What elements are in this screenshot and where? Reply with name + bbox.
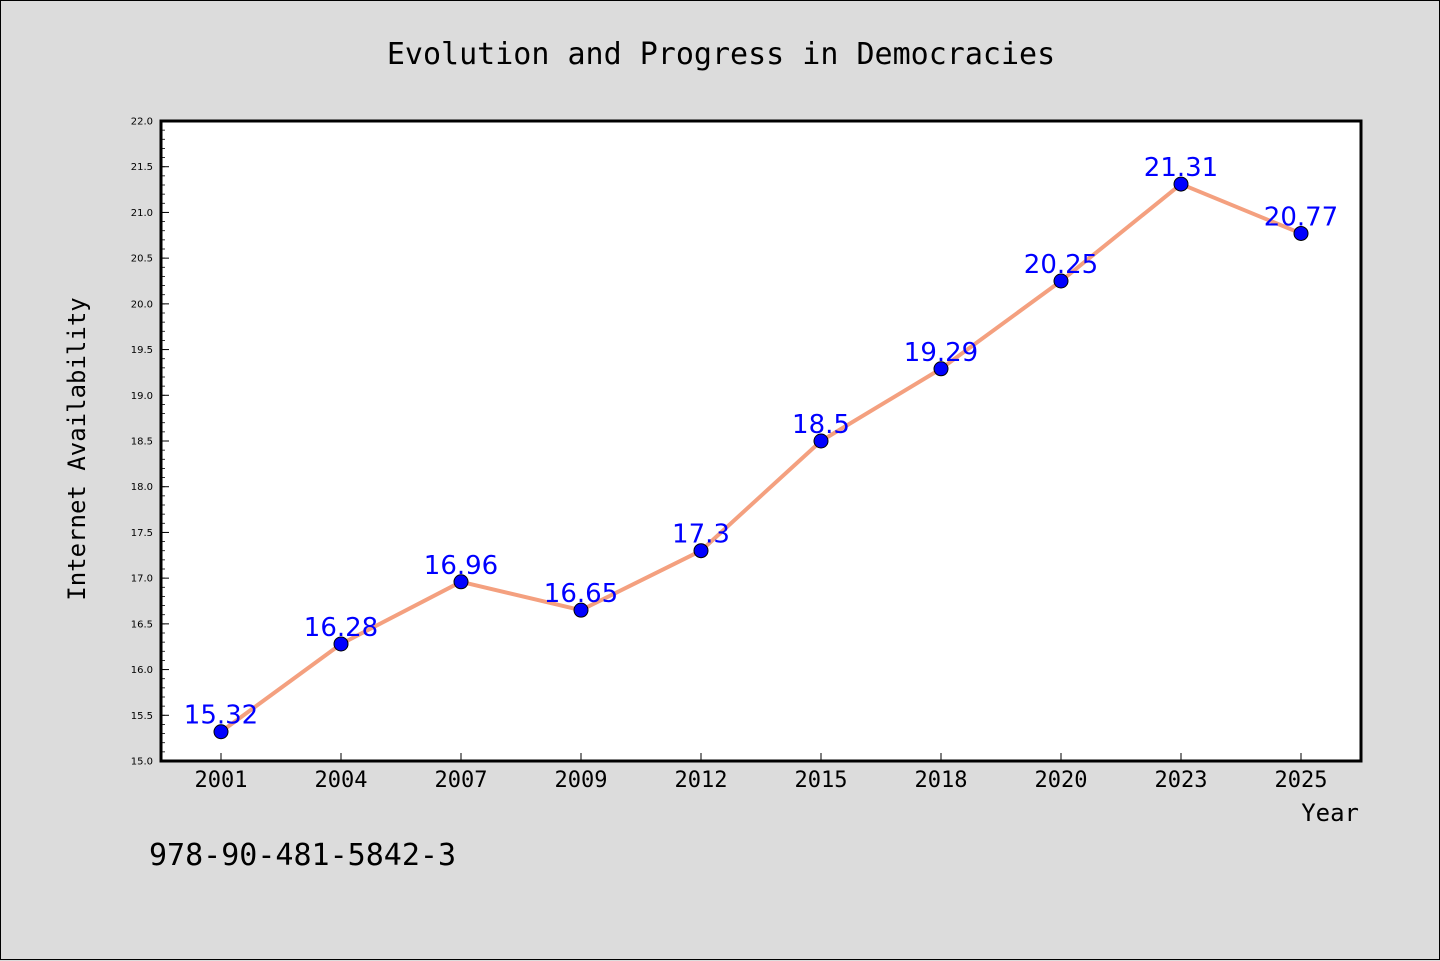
data-point [453,574,469,590]
chart-title: Evolution and Progress in Democracies [387,37,1055,72]
y-tick-label: 15.5 [131,711,153,722]
x-tick-label: 2020 [1035,768,1088,793]
y-tick-label: 16.0 [131,665,153,676]
x-tick-label: 2012 [675,768,728,793]
y-axis-label: Internet Availability [63,297,91,600]
x-tick-label: 2007 [435,768,488,793]
y-tick-label: 16.5 [131,619,153,630]
data-label: 15.32 [184,701,258,731]
data-label: 16.96 [424,551,498,581]
data-label: 20.25 [1024,250,1098,280]
y-tick-label: 17.5 [131,528,153,539]
y-tick-label: 21.0 [131,208,153,219]
y-tick-label: 15.0 [131,757,153,768]
y-tick-label: 18.0 [131,482,153,493]
y-tick-label: 18.5 [131,437,153,448]
y-axis: 15.0 15.5 16.0 16.5 17.0 17.5 18.0 18.5 19.0 19.5… [131,117,169,768]
x-axis: 2001 2004 2007 2009 2012 2015 2018 2020 2023 2025 [195,753,1328,793]
x-axis-label: Year [1301,799,1359,827]
data-label: 21.31 [1144,153,1218,183]
data-point [693,543,709,559]
data-label: 16.65 [544,579,618,609]
x-tick-label: 2023 [1155,768,1208,793]
y-tick-label: 19.5 [131,345,153,356]
data-label: 19.29 [904,338,978,368]
x-tick-label: 2001 [195,768,248,793]
data-point [573,602,589,618]
data-labels: 15.32 16.28 16.96 16.65 17.3 18.5 19.29 20.25 21… [184,153,1338,731]
y-tick-label: 20.0 [131,299,153,310]
y-tick-label: 20.5 [131,254,153,265]
isbn-text: 978-90-481-5842-3 [149,838,456,873]
y-tick-label: 17.0 [131,574,153,585]
y-tick-label: 22.0 [131,117,153,128]
x-tick-label: 2015 [795,768,848,793]
data-label: 17.3 [672,520,730,550]
x-tick-label: 2025 [1275,768,1328,793]
x-tick-label: 2004 [315,768,368,793]
data-point [333,636,349,652]
data-point [933,361,949,377]
data-point [813,433,829,449]
series-line [219,182,1302,734]
plot-area [159,119,1363,763]
data-point [1173,176,1189,192]
data-label: 18.5 [792,410,850,440]
x-tick-label: 2018 [915,768,968,793]
data-point [213,724,229,740]
x-tick-label: 2009 [555,768,608,793]
data-label: 20.77 [1264,202,1338,232]
data-point [1293,225,1309,241]
series-group [213,176,1309,740]
data-label: 16.28 [304,613,378,643]
y-tick-label: 19.0 [131,391,153,402]
data-point [1053,273,1069,289]
y-tick-label: 21.5 [131,162,153,173]
